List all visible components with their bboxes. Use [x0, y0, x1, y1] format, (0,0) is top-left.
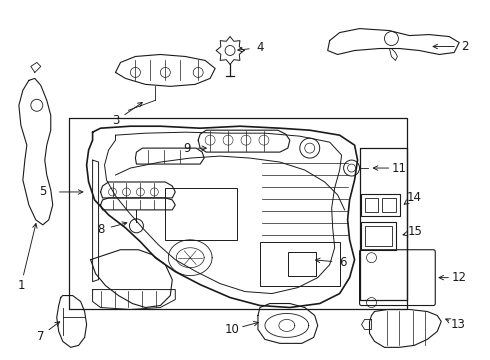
Text: 11: 11	[392, 162, 407, 175]
Text: 8: 8	[97, 224, 104, 237]
Bar	[260, 242, 340, 285]
Text: 6: 6	[339, 256, 346, 269]
Text: 2: 2	[462, 40, 469, 53]
Text: 1: 1	[17, 279, 24, 292]
Text: 5: 5	[39, 185, 47, 198]
Text: 12: 12	[452, 271, 466, 284]
Text: 13: 13	[451, 318, 466, 331]
Text: 14: 14	[406, 191, 421, 204]
Text: 9: 9	[183, 141, 191, 155]
Bar	[288, 252, 316, 276]
Bar	[383, 198, 396, 212]
Bar	[165, 188, 237, 240]
Text: 4: 4	[256, 41, 264, 54]
Text: 7: 7	[37, 330, 44, 343]
Text: 3: 3	[112, 114, 120, 127]
Text: 10: 10	[225, 323, 240, 336]
Bar	[365, 226, 392, 246]
Bar	[361, 222, 396, 250]
Text: 15: 15	[408, 225, 422, 238]
Bar	[361, 194, 400, 216]
Bar	[365, 198, 378, 212]
